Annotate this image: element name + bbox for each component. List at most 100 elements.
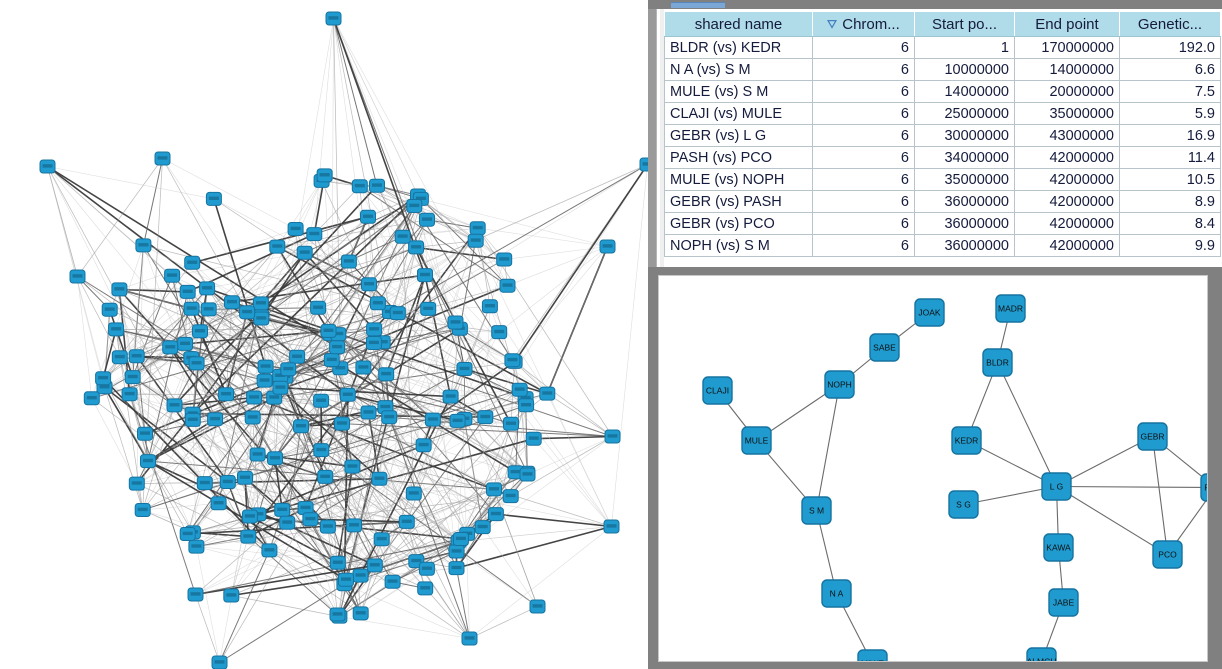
- network-node[interactable]: [154, 151, 171, 166]
- network-edge[interactable]: [450, 328, 461, 397]
- network-edge[interactable]: [458, 526, 612, 542]
- network-node[interactable]: [417, 581, 434, 596]
- network-edge[interactable]: [333, 18, 516, 473]
- network-edge[interactable]: [353, 445, 424, 526]
- network-edge[interactable]: [388, 417, 470, 639]
- cell-end_point[interactable]: 42000000: [1014, 190, 1120, 213]
- network-node[interactable]: [389, 306, 406, 321]
- network-node[interactable]: [442, 389, 459, 404]
- network-edge[interactable]: [417, 195, 508, 287]
- network-edge[interactable]: [143, 245, 378, 304]
- network-edge[interactable]: [333, 18, 370, 285]
- network-edge[interactable]: [493, 405, 527, 490]
- network-node[interactable]: [369, 178, 385, 193]
- network-edge[interactable]: [402, 236, 415, 494]
- network-edge[interactable]: [231, 536, 249, 596]
- network-edge[interactable]: [91, 398, 138, 484]
- network-edge[interactable]: [143, 245, 338, 348]
- cell-end_point[interactable]: 170000000: [1014, 36, 1120, 59]
- network-node[interactable]: [408, 240, 425, 255]
- network-edge[interactable]: [219, 583, 345, 663]
- network-node[interactable]: [329, 340, 346, 355]
- network-node[interactable]: [344, 459, 361, 474]
- network-edge[interactable]: [337, 240, 476, 615]
- network-node[interactable]: [365, 336, 382, 350]
- network-edge[interactable]: [1151, 436, 1169, 555]
- network-edge[interactable]: [282, 474, 528, 511]
- network-node[interactable]: [496, 252, 513, 267]
- network-node[interactable]: [224, 295, 240, 310]
- network-edge[interactable]: [169, 346, 216, 420]
- cell-end_point[interactable]: 43000000: [1014, 124, 1120, 147]
- network-edge[interactable]: [450, 396, 528, 475]
- cell-start_point[interactable]: 34000000: [914, 146, 1015, 169]
- network-node[interactable]: PASH: [1200, 473, 1207, 502]
- network-edge[interactable]: [265, 329, 375, 367]
- network-edge[interactable]: [136, 308, 192, 357]
- network-edge[interactable]: [341, 423, 613, 437]
- network-node[interactable]: L G: [1041, 472, 1072, 501]
- network-edge[interactable]: [196, 546, 220, 663]
- table-row[interactable]: GEBR (vs) L G 6 30000000 43000000 16.9: [664, 124, 1221, 147]
- network-node[interactable]: [449, 413, 466, 428]
- network-edge[interactable]: [389, 396, 451, 418]
- network-edge[interactable]: [296, 216, 369, 357]
- network-node[interactable]: [313, 393, 330, 408]
- network-node[interactable]: [519, 467, 536, 482]
- network-node[interactable]: [196, 476, 213, 491]
- network-edge[interactable]: [169, 347, 251, 517]
- network-edge[interactable]: [359, 186, 527, 406]
- cell-shared_name[interactable]: GEBR (vs) PCO: [664, 212, 813, 235]
- network-edge[interactable]: [485, 164, 648, 418]
- network-node[interactable]: [200, 302, 217, 317]
- network-node[interactable]: [179, 527, 196, 541]
- network-node[interactable]: [319, 519, 336, 534]
- network-node[interactable]: [162, 340, 179, 355]
- network-node[interactable]: [83, 391, 100, 406]
- network-node[interactable]: [128, 476, 145, 491]
- edge-table[interactable]: shared name Chrom... Start po... End point G…: [664, 11, 1221, 257]
- network-edge[interactable]: [388, 416, 457, 569]
- cell-end_point[interactable]: 14000000: [1014, 58, 1120, 81]
- network-node[interactable]: [272, 380, 289, 395]
- cell-end_point[interactable]: 42000000: [1014, 234, 1120, 257]
- network-node[interactable]: [164, 268, 181, 283]
- cell-end_point[interactable]: 20000000: [1014, 80, 1120, 103]
- network-edge[interactable]: [547, 246, 608, 394]
- network-edge[interactable]: [162, 158, 296, 230]
- network-node[interactable]: [239, 305, 256, 320]
- network-edge[interactable]: [359, 185, 476, 242]
- network-node[interactable]: [447, 315, 464, 330]
- network-edge[interactable]: [244, 417, 253, 478]
- network-edge[interactable]: [360, 551, 457, 614]
- network-node[interactable]: PCO: [1152, 540, 1183, 569]
- network-node[interactable]: [183, 301, 200, 316]
- network-edge[interactable]: [225, 302, 233, 395]
- network-edge[interactable]: [373, 236, 403, 330]
- network-node[interactable]: [261, 543, 278, 558]
- network-node[interactable]: [346, 518, 362, 533]
- network-edge[interactable]: [169, 288, 208, 348]
- table-header-row[interactable]: shared name Chrom... Start po... End point G…: [664, 11, 1221, 37]
- network-node[interactable]: [518, 398, 535, 413]
- network-edge[interactable]: [379, 417, 390, 479]
- network-edge[interactable]: [244, 477, 347, 581]
- network-edge[interactable]: [231, 595, 340, 617]
- network-node[interactable]: [166, 398, 183, 413]
- network-edge[interactable]: [274, 458, 382, 540]
- network-edge[interactable]: [499, 246, 608, 333]
- table-row[interactable]: BLDR (vs) KEDR 6 1 170000000 192.0: [664, 36, 1221, 59]
- network-node[interactable]: [134, 503, 151, 517]
- table-row[interactable]: CLAJI (vs) MULE 6 25000000 35000000 5.9: [664, 102, 1221, 125]
- cell-start_point[interactable]: 36000000: [914, 212, 1015, 235]
- network-edge[interactable]: [174, 331, 201, 406]
- network-node[interactable]: [639, 157, 648, 172]
- network-edge[interactable]: [195, 438, 534, 595]
- network-edge[interactable]: [195, 405, 527, 595]
- network-node[interactable]: [503, 416, 519, 431]
- network-node[interactable]: [211, 655, 228, 669]
- network-node[interactable]: [296, 245, 313, 260]
- overview-nodes[interactable]: [39, 11, 648, 669]
- network-edge[interactable]: [402, 236, 548, 394]
- network-node[interactable]: [486, 482, 502, 497]
